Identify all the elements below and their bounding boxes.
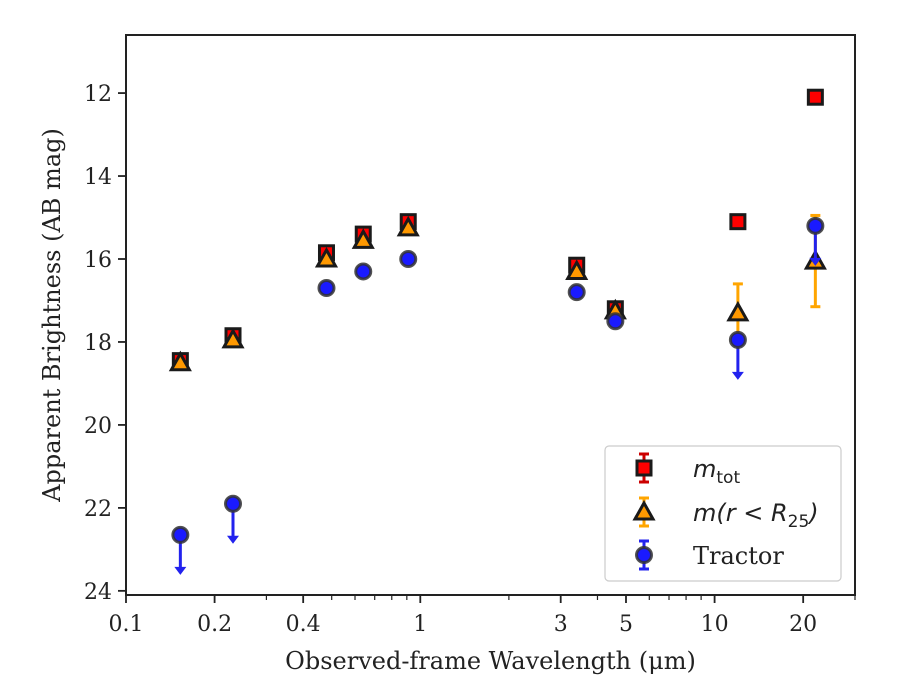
data-marks: [168, 88, 827, 575]
x-tick-label: 0.4: [286, 612, 321, 637]
x-tick-label: 0.2: [197, 612, 232, 637]
data-point: [606, 312, 625, 331]
legend-label-main: m(r < R: [693, 499, 788, 527]
x-tick-label: 20: [789, 612, 817, 637]
y-tick-label: 20: [84, 414, 112, 439]
legend-label-main: Tractor: [693, 542, 784, 570]
legend-item-tractor: Tractor: [635, 539, 784, 571]
data-point: [399, 250, 418, 268]
y-tick-label: 14: [84, 165, 112, 190]
x-tick-label: 5: [619, 612, 633, 637]
axes: 12 14 16 18 20 22 24 0.1 0.2 0.4 1 3 5 10 20: [84, 82, 856, 637]
legend-item-m-tot: mtot: [635, 452, 740, 488]
legend-label: Tractor: [693, 542, 784, 570]
data-point: [168, 350, 192, 372]
plot-frame: [125, 34, 856, 596]
x-tick-label: 1: [413, 612, 427, 637]
upper-limit-arrowhead: [809, 257, 822, 266]
legend-label: mtot: [693, 455, 740, 488]
y-tick-label: 22: [84, 497, 112, 522]
data-point: [351, 228, 375, 249]
data-point: [726, 300, 750, 322]
legend-marker: [635, 459, 653, 477]
legend-box: [604, 445, 842, 582]
legend-label: m(r < R25): [693, 499, 819, 532]
legend-label-tail: ): [807, 499, 818, 527]
data-point: [224, 494, 243, 513]
legend-label-sub: 25: [788, 512, 810, 532]
x-tick-label: 0.1: [109, 612, 144, 637]
y-axis-title: Apparent Brightness (AB mag): [38, 128, 66, 503]
legend-item-m-r-r-25: m(r < R25): [632, 496, 819, 532]
data-point: [221, 327, 245, 349]
data-point: [171, 525, 190, 544]
data-point: [317, 279, 336, 298]
series-tractor: [171, 216, 825, 575]
data-point: [806, 88, 824, 106]
legend: mtot m(r < R25) Tractor: [604, 445, 842, 582]
data-point: [354, 262, 373, 281]
upper-limit-arrowhead: [227, 535, 240, 544]
upper-limit-arrowhead: [731, 371, 744, 380]
data-point: [806, 216, 825, 235]
x-tick-label: 10: [701, 612, 729, 637]
data-point: [396, 215, 420, 237]
x-tick-label: 3: [554, 612, 568, 637]
y-tick-label: 18: [84, 331, 112, 356]
data-point: [729, 213, 747, 231]
legend-marker: [632, 499, 656, 521]
data-point: [567, 283, 586, 302]
x-axis-title: Observed-frame Wavelength (μm): [285, 647, 696, 675]
data-point: [314, 246, 339, 268]
legend-label-main: m: [693, 455, 716, 483]
legend-marker: [635, 546, 653, 564]
y-tick-label: 16: [84, 248, 112, 273]
legend-label-sub: tot: [716, 468, 740, 488]
data-point: [565, 259, 589, 280]
data-point: [728, 330, 747, 349]
y-tick-label: 12: [84, 82, 112, 107]
y-tick-label: 24: [84, 580, 112, 605]
upper-limit-arrowhead: [174, 566, 187, 575]
